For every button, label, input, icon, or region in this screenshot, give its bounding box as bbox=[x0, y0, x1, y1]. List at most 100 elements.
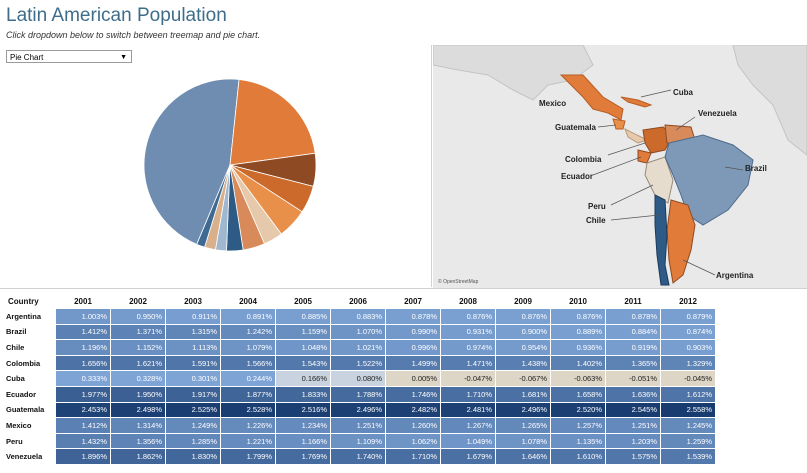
table-cell[interactable]: 1.226% bbox=[220, 417, 276, 434]
table-cell[interactable]: 0.903% bbox=[660, 339, 716, 356]
table-cell[interactable]: 1.499% bbox=[385, 354, 441, 372]
table-cell[interactable]: 1.710% bbox=[440, 385, 496, 403]
table-cell[interactable]: -0.067% bbox=[495, 370, 551, 387]
guatemala-shape[interactable] bbox=[612, 118, 626, 130]
table-cell[interactable]: 1.610% bbox=[550, 448, 606, 465]
table-cell[interactable]: 1.285% bbox=[165, 432, 221, 450]
pie-slice[interactable] bbox=[143, 78, 240, 245]
table-cell[interactable]: 1.471% bbox=[440, 354, 496, 372]
table-cell[interactable]: 0.333% bbox=[55, 370, 111, 387]
table-cell[interactable]: 1.977% bbox=[55, 385, 111, 403]
table-cell[interactable]: 1.267% bbox=[440, 417, 496, 434]
table-cell[interactable]: 1.412% bbox=[55, 323, 111, 341]
table-cell[interactable]: 1.681% bbox=[495, 385, 551, 403]
table-cell[interactable]: 1.371% bbox=[110, 323, 166, 341]
table-cell[interactable]: 0.891% bbox=[220, 308, 276, 325]
table-cell[interactable]: 0.878% bbox=[605, 308, 661, 325]
table-cell[interactable]: 0.005% bbox=[385, 370, 441, 387]
table-cell[interactable]: 1.539% bbox=[660, 448, 716, 465]
argentina-shape[interactable] bbox=[666, 199, 696, 284]
mexico-shape[interactable] bbox=[559, 74, 624, 121]
table-cell[interactable]: 1.221% bbox=[220, 432, 276, 450]
table-cell[interactable]: 1.260% bbox=[385, 417, 441, 434]
table-cell[interactable]: 1.636% bbox=[605, 385, 661, 403]
table-cell[interactable]: 0.301% bbox=[165, 370, 221, 387]
table-cell[interactable]: 2.545% bbox=[605, 401, 661, 419]
table-cell[interactable]: 1.830% bbox=[165, 448, 221, 465]
table-cell[interactable]: 1.049% bbox=[440, 432, 496, 450]
table-cell[interactable]: 1.950% bbox=[110, 385, 166, 403]
table-cell[interactable]: 1.003% bbox=[55, 308, 111, 325]
table-cell[interactable]: 1.710% bbox=[385, 448, 441, 465]
table-cell[interactable]: -0.045% bbox=[660, 370, 716, 387]
pie-slice[interactable] bbox=[196, 164, 231, 248]
table-cell[interactable]: 1.113% bbox=[165, 339, 221, 356]
table-cell[interactable]: 2.482% bbox=[385, 401, 441, 419]
table-cell[interactable]: 1.265% bbox=[495, 417, 551, 434]
table-cell[interactable]: 1.257% bbox=[550, 417, 606, 434]
table-cell[interactable]: 0.328% bbox=[110, 370, 166, 387]
table-cell[interactable]: 0.911% bbox=[165, 308, 221, 325]
table-cell[interactable]: 1.048% bbox=[275, 339, 331, 356]
table-cell[interactable]: 1.656% bbox=[55, 354, 111, 372]
table-cell[interactable]: 1.135% bbox=[550, 432, 606, 450]
table-cell[interactable]: 2.496% bbox=[495, 401, 551, 419]
table-cell[interactable]: 1.365% bbox=[605, 354, 661, 372]
table-cell[interactable]: 1.612% bbox=[660, 385, 716, 403]
table-cell[interactable]: 1.566% bbox=[220, 354, 276, 372]
table-cell[interactable]: 1.249% bbox=[165, 417, 221, 434]
table-cell[interactable]: 1.251% bbox=[330, 417, 386, 434]
table-cell[interactable]: 2.453% bbox=[55, 401, 111, 419]
table-cell[interactable]: 0.080% bbox=[330, 370, 386, 387]
pie-slice[interactable] bbox=[229, 79, 316, 166]
table-cell[interactable]: 0.931% bbox=[440, 323, 496, 341]
table-cell[interactable]: 1.788% bbox=[330, 385, 386, 403]
chile-shape[interactable] bbox=[654, 194, 670, 286]
table-cell[interactable]: 1.877% bbox=[220, 385, 276, 403]
table-cell[interactable]: 1.251% bbox=[605, 417, 661, 434]
table-cell[interactable]: 1.021% bbox=[330, 339, 386, 356]
table-cell[interactable]: 1.740% bbox=[330, 448, 386, 465]
brazil-shape[interactable] bbox=[664, 134, 754, 226]
table-cell[interactable]: 0.876% bbox=[495, 308, 551, 325]
table-cell[interactable]: 1.329% bbox=[660, 354, 716, 372]
table-cell[interactable]: 1.079% bbox=[220, 339, 276, 356]
table-cell[interactable]: 1.203% bbox=[605, 432, 661, 450]
table-cell[interactable]: 1.109% bbox=[330, 432, 386, 450]
table-cell[interactable]: 2.516% bbox=[275, 401, 331, 419]
table-cell[interactable]: 0.950% bbox=[110, 308, 166, 325]
table-cell[interactable]: 1.432% bbox=[55, 432, 111, 450]
table-cell[interactable]: 0.876% bbox=[440, 308, 496, 325]
table-cell[interactable]: 1.196% bbox=[55, 339, 111, 356]
table-cell[interactable]: 1.522% bbox=[330, 354, 386, 372]
table-cell[interactable]: 1.159% bbox=[275, 323, 331, 341]
table-cell[interactable]: 0.996% bbox=[385, 339, 441, 356]
table-cell[interactable]: 1.438% bbox=[495, 354, 551, 372]
table-cell[interactable]: 1.314% bbox=[110, 417, 166, 434]
table-cell[interactable]: 1.152% bbox=[110, 339, 166, 356]
table-cell[interactable]: 1.062% bbox=[385, 432, 441, 450]
table-cell[interactable]: 0.878% bbox=[385, 308, 441, 325]
table-cell[interactable]: 1.917% bbox=[165, 385, 221, 403]
table-cell[interactable]: -0.051% bbox=[605, 370, 661, 387]
table-cell[interactable]: 0.874% bbox=[660, 323, 716, 341]
table-cell[interactable]: 1.315% bbox=[165, 323, 221, 341]
table-cell[interactable]: 0.919% bbox=[605, 339, 661, 356]
table-cell[interactable]: 1.166% bbox=[275, 432, 331, 450]
table-cell[interactable]: 0.936% bbox=[550, 339, 606, 356]
table-cell[interactable]: 2.520% bbox=[550, 401, 606, 419]
cuba-shape[interactable] bbox=[620, 96, 653, 108]
table-cell[interactable]: 2.525% bbox=[165, 401, 221, 419]
table-cell[interactable]: 0.954% bbox=[495, 339, 551, 356]
table-cell[interactable]: 1.896% bbox=[55, 448, 111, 465]
table-cell[interactable]: 0.879% bbox=[660, 308, 716, 325]
table-cell[interactable]: -0.047% bbox=[440, 370, 496, 387]
table-cell[interactable]: 0.889% bbox=[550, 323, 606, 341]
table-cell[interactable]: 1.245% bbox=[660, 417, 716, 434]
table-cell[interactable]: 0.884% bbox=[605, 323, 661, 341]
table-cell[interactable]: 2.528% bbox=[220, 401, 276, 419]
chart-type-dropdown[interactable]: Pie Chart ▼ bbox=[6, 50, 132, 63]
table-cell[interactable]: 1.621% bbox=[110, 354, 166, 372]
table-cell[interactable]: 2.498% bbox=[110, 401, 166, 419]
table-cell[interactable]: 1.679% bbox=[440, 448, 496, 465]
